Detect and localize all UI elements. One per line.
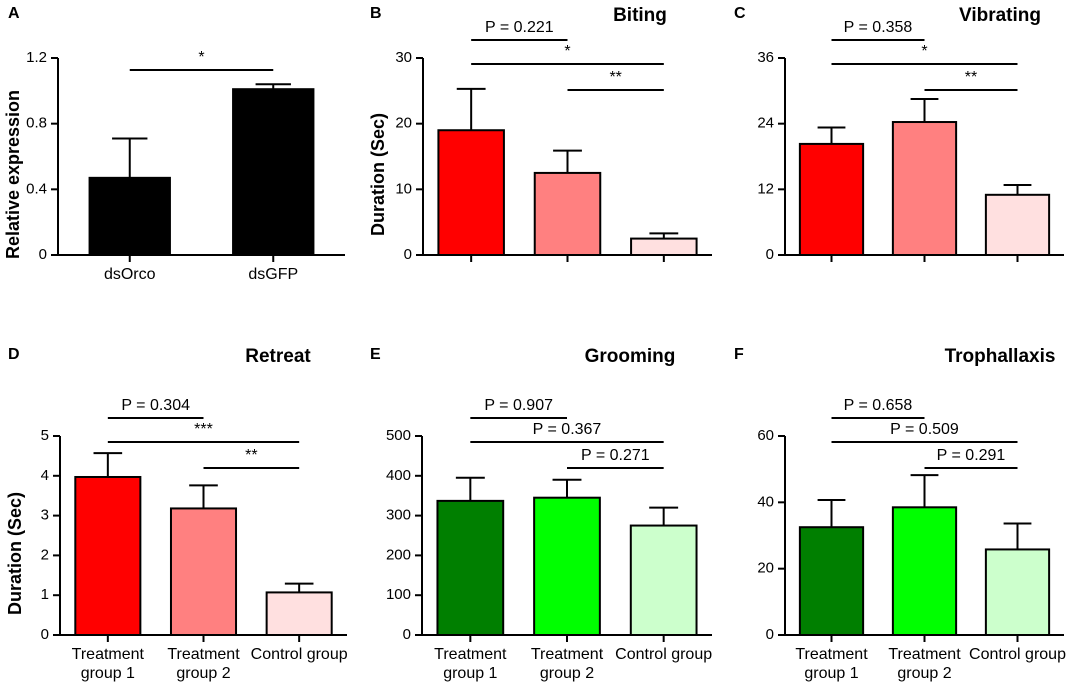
significance-label: P = 0.271 bbox=[581, 447, 650, 464]
y-tick-label: 60 bbox=[757, 427, 774, 444]
bar bbox=[265, 591, 333, 636]
x-tick-label-box: dsGFP bbox=[248, 266, 299, 283]
panel-label: C bbox=[734, 5, 746, 22]
x-tick-label: dsOrco bbox=[103, 266, 156, 283]
bar bbox=[891, 121, 958, 257]
y-tick-label: 4 bbox=[41, 467, 49, 484]
bar bbox=[74, 475, 142, 636]
y-tick-label: 0 bbox=[39, 246, 47, 263]
bar bbox=[629, 524, 698, 636]
x-tick-label-box: Control group bbox=[250, 646, 348, 663]
bar bbox=[437, 129, 505, 257]
y-tick-label: 10 bbox=[395, 180, 412, 197]
bar bbox=[798, 142, 865, 257]
panel-label: D bbox=[8, 346, 20, 363]
y-tick-label: 0.4 bbox=[26, 180, 47, 197]
x-tick-label: Treatment group 2 bbox=[530, 646, 604, 682]
y-tick-label: 300 bbox=[386, 507, 411, 524]
panel-label: F bbox=[734, 346, 744, 363]
x-tick-label: Treatment group 2 bbox=[167, 646, 240, 682]
y-tick-label: 24 bbox=[757, 115, 774, 132]
y-tick-label: 1 bbox=[41, 586, 49, 603]
y-tick-label: 20 bbox=[395, 115, 412, 132]
y-tick-label: 20 bbox=[757, 560, 774, 577]
y-tick-label: 5 bbox=[41, 427, 49, 444]
bar bbox=[232, 88, 315, 256]
significance-label: P = 0.367 bbox=[533, 421, 602, 438]
y-axis-label: Relative expression bbox=[3, 90, 23, 259]
significance-label: P = 0.358 bbox=[844, 19, 913, 36]
panel-label: A bbox=[8, 5, 20, 22]
x-tick-label: Treatment group 1 bbox=[434, 646, 507, 682]
x-tick-label: Control group bbox=[250, 646, 348, 663]
bar bbox=[533, 496, 601, 636]
panel-label: B bbox=[370, 5, 382, 22]
bar bbox=[436, 499, 505, 636]
x-tick-label-box: Treatment group 2 bbox=[530, 646, 604, 682]
y-tick-label: 400 bbox=[386, 467, 411, 484]
x-tick-label: Control group bbox=[615, 646, 713, 663]
x-tick-label-box: Treatment group 1 bbox=[71, 646, 144, 682]
x-tick-label-box: Treatment group 2 bbox=[167, 646, 240, 682]
y-tick-label: 40 bbox=[757, 493, 774, 510]
y-tick-label: 100 bbox=[386, 586, 411, 603]
significance-label: P = 0.291 bbox=[937, 447, 1006, 464]
significance-label: P = 0.221 bbox=[485, 19, 554, 36]
significance-label: P = 0.907 bbox=[484, 397, 553, 414]
bar bbox=[984, 548, 1051, 636]
significance-label: ** bbox=[965, 69, 977, 86]
x-tick-label: Treatment group 2 bbox=[888, 646, 961, 682]
x-tick-label: dsGFP bbox=[248, 266, 299, 283]
bar bbox=[891, 506, 958, 636]
chart-title: Vibrating bbox=[959, 5, 1041, 26]
x-tick-label-box: dsOrco bbox=[103, 266, 156, 283]
significance-label: ** bbox=[609, 69, 621, 86]
significance-label: P = 0.509 bbox=[890, 421, 959, 438]
x-tick-label: Treatment group 1 bbox=[71, 646, 144, 682]
bar bbox=[88, 176, 171, 256]
y-tick-label: 0 bbox=[404, 246, 412, 263]
y-axis-label: Duration (Sec) bbox=[368, 113, 388, 236]
bar bbox=[798, 526, 865, 636]
y-tick-label: 0 bbox=[766, 246, 774, 263]
significance-label: * bbox=[921, 43, 927, 60]
panel-label: E bbox=[370, 346, 381, 363]
bar bbox=[533, 171, 602, 257]
x-tick-label-box: Treatment group 2 bbox=[888, 646, 961, 682]
significance-label: *** bbox=[194, 421, 213, 438]
chart-title: Grooming bbox=[585, 346, 676, 367]
y-tick-label: 36 bbox=[757, 49, 774, 66]
y-tick-label: 2 bbox=[41, 546, 49, 563]
y-axis-label: Duration (Sec) bbox=[5, 492, 25, 615]
bar bbox=[984, 193, 1051, 256]
y-tick-label: 0 bbox=[766, 626, 774, 643]
x-tick-label-box: Control group bbox=[615, 646, 713, 663]
significance-label: * bbox=[564, 43, 570, 60]
x-tick-label-box: Treatment group 1 bbox=[434, 646, 507, 682]
y-tick-label: 500 bbox=[386, 427, 411, 444]
y-tick-label: 0 bbox=[403, 626, 411, 643]
x-tick-label: Treatment group 1 bbox=[795, 646, 868, 682]
x-tick-label-box: Treatment group 1 bbox=[795, 646, 868, 682]
significance-label: * bbox=[198, 49, 204, 66]
significance-label: P = 0.304 bbox=[121, 397, 190, 414]
x-tick-label: Control group bbox=[969, 646, 1066, 663]
y-tick-label: 0 bbox=[41, 626, 49, 643]
y-tick-label: 30 bbox=[395, 49, 412, 66]
chart-title: Biting bbox=[613, 5, 667, 26]
bar bbox=[630, 237, 698, 256]
y-tick-label: 1.2 bbox=[26, 49, 47, 66]
y-tick-label: 200 bbox=[386, 546, 411, 563]
significance-label: ** bbox=[245, 447, 257, 464]
chart-title: Trophallaxis bbox=[945, 346, 1056, 367]
x-tick-label-box: Control group bbox=[969, 646, 1066, 663]
y-tick-label: 3 bbox=[41, 507, 49, 524]
bar bbox=[169, 507, 238, 637]
y-tick-label: 0.8 bbox=[26, 115, 47, 132]
chart-title: Retreat bbox=[245, 346, 311, 367]
significance-label: P = 0.658 bbox=[844, 397, 913, 414]
y-tick-label: 12 bbox=[757, 180, 774, 197]
